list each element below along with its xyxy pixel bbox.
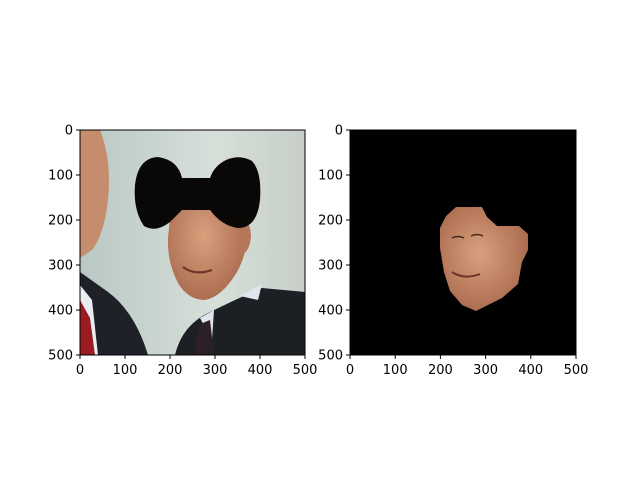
right-x-tick-label: 300 [473,363,498,378]
bow-tie-mask [134,157,261,229]
right-x-tick-label: 100 [383,363,408,378]
right-y-tick-label: 300 [318,259,343,274]
left-x-tick-label: 400 [248,363,273,378]
segmented-face-mouth [451,271,481,278]
right-image-panel [350,130,576,355]
left-x-tick-label: 100 [113,363,138,378]
left-x-tick-label: 0 [76,363,84,378]
right-x-tick-label: 500 [564,363,589,378]
left-x-tick-label: 500 [293,363,318,378]
right-axes-frame [349,129,577,356]
right-y-tick-label: 0 [335,124,343,139]
main-person-mouth [182,266,213,274]
right-x-tick-label: 200 [428,363,453,378]
right-y-tick-label: 100 [318,169,343,184]
left-y-tick-label: 100 [48,169,73,184]
right-x-tick-label: 400 [518,363,543,378]
left-person-tie [80,300,95,355]
segmented-face-eyes [451,233,484,239]
left-axes-frame [79,129,306,356]
main-person-tie [195,320,214,355]
left-y-tick-label: 200 [48,214,73,229]
right-y-tick-label: 200 [318,214,343,229]
right-y-tick-label: 500 [318,349,343,364]
left-image-panel [80,130,305,355]
main-person-ear [240,221,251,256]
right-x-tick-label: 0 [346,363,354,378]
left-person-suit [80,272,148,355]
left-y-tick-label: 0 [65,124,73,139]
right-y-tick-label: 400 [318,304,343,319]
left-x-tick-label: 300 [203,363,228,378]
left-person-face [80,130,109,258]
left-y-tick-label: 400 [48,304,73,319]
left-y-tick-label: 500 [48,349,73,364]
left-y-tick-label: 300 [48,259,73,274]
main-person-collar [200,284,262,340]
segmented-face [440,207,528,311]
left-x-tick-label: 200 [158,363,183,378]
